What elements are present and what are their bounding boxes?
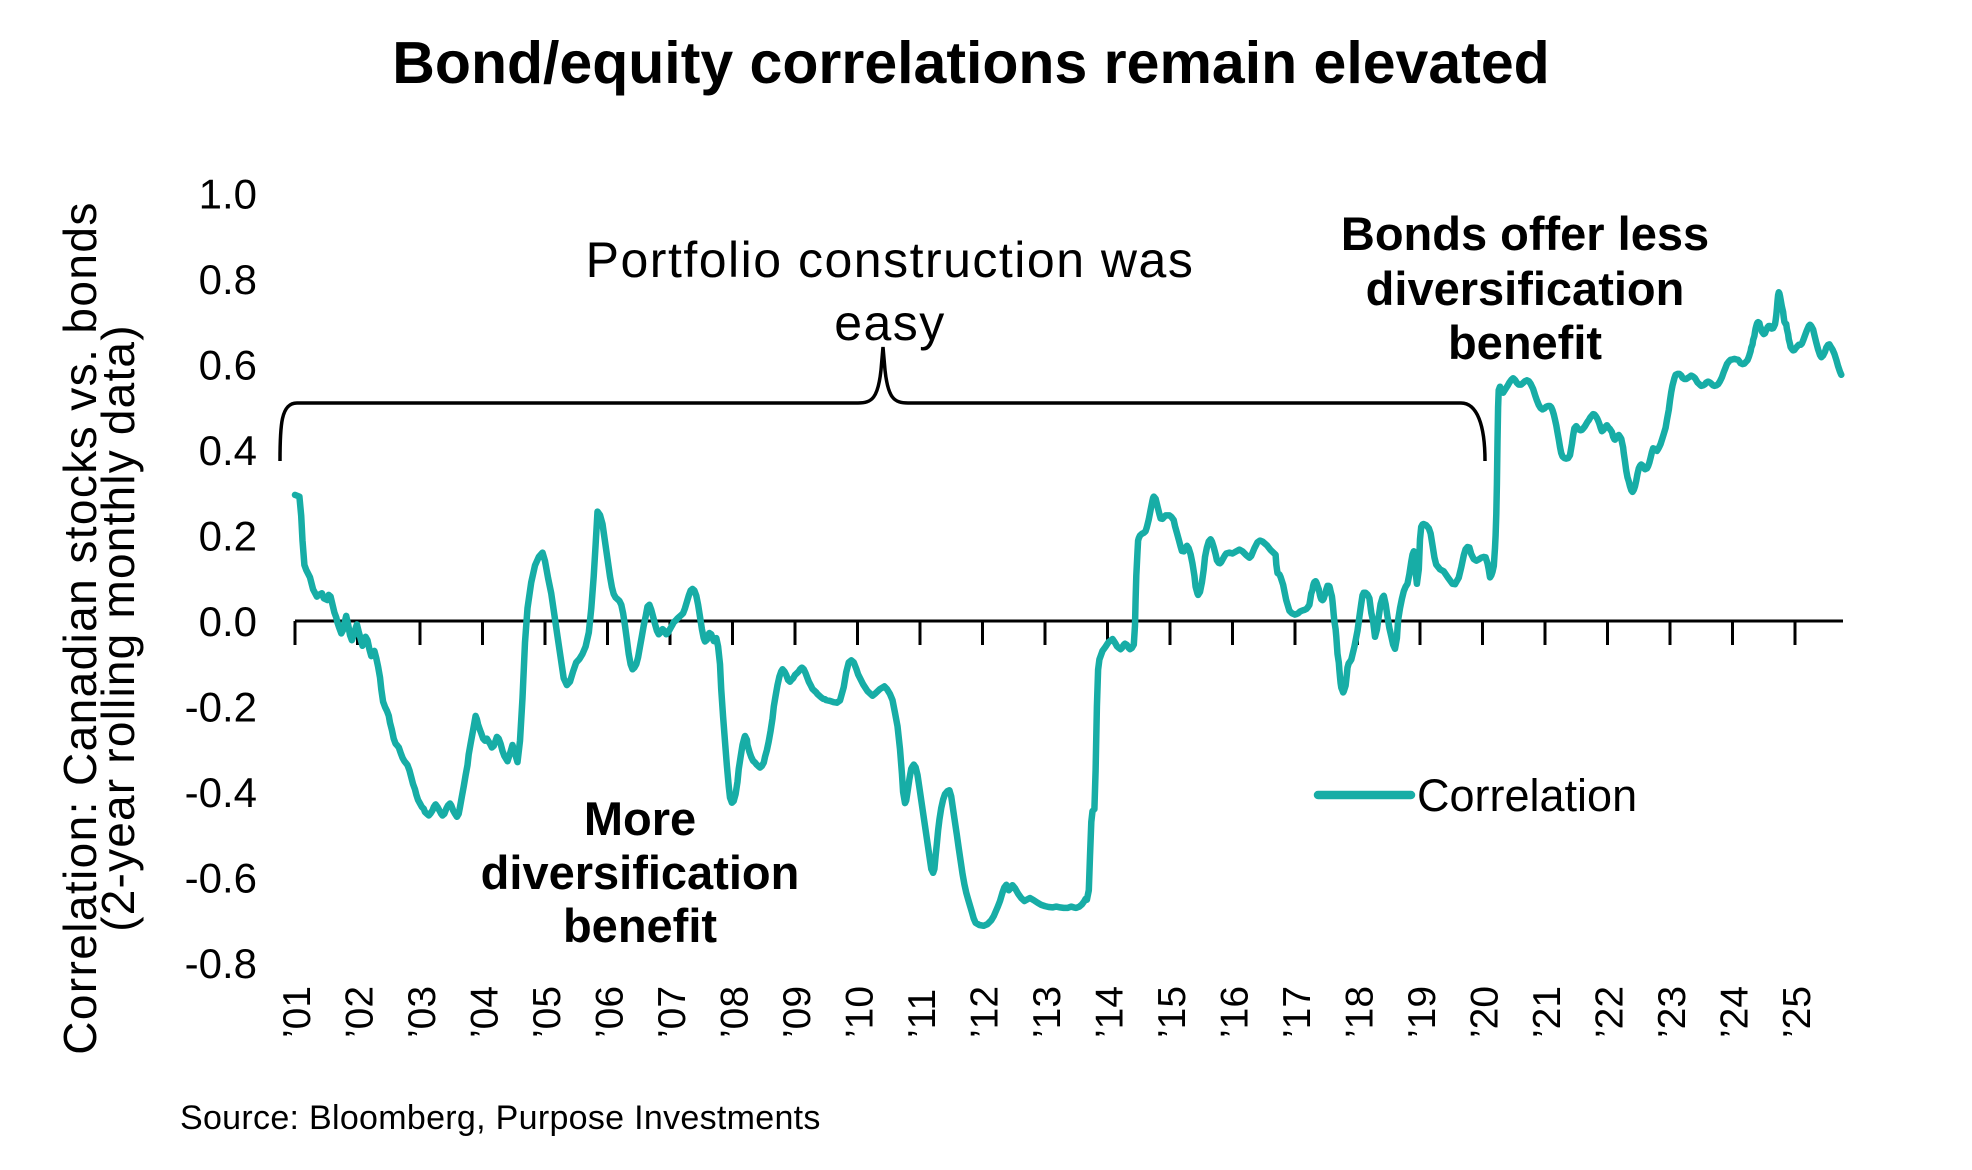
svg-text:Bonds offer less: Bonds offer less [1341, 207, 1709, 260]
svg-text:0.4: 0.4 [199, 427, 257, 474]
svg-text:’12: ’12 [964, 986, 1007, 1038]
svg-text:benefit: benefit [563, 899, 717, 952]
svg-text:’07: ’07 [651, 986, 694, 1038]
svg-text:’08: ’08 [714, 986, 757, 1038]
svg-text:’11: ’11 [901, 989, 944, 1038]
svg-text:’23: ’23 [1651, 986, 1694, 1038]
svg-text:’22: ’22 [1589, 986, 1632, 1038]
svg-text:’17: ’17 [1276, 986, 1319, 1038]
svg-text:’14: ’14 [1089, 986, 1132, 1038]
svg-text:1.0: 1.0 [199, 171, 257, 218]
svg-text:0.2: 0.2 [199, 513, 257, 560]
svg-text:’02: ’02 [339, 986, 382, 1038]
svg-text:’04: ’04 [464, 986, 507, 1038]
svg-text:’03: ’03 [401, 986, 444, 1038]
svg-text:-0.4: -0.4 [185, 769, 257, 816]
svg-text:0.8: 0.8 [199, 256, 257, 303]
svg-text:’21: ’21 [1526, 986, 1569, 1038]
svg-text:’09: ’09 [776, 986, 819, 1038]
svg-text:Correlation: Canadian stocks v: Correlation: Canadian stocks vs. bonds [54, 201, 106, 1055]
svg-text:diversification: diversification [1366, 262, 1685, 315]
svg-text:diversification: diversification [481, 846, 800, 899]
svg-text:-0.8: -0.8 [185, 940, 257, 987]
svg-text:Bond/equity correlations remai: Bond/equity correlations remain elevated [392, 30, 1549, 96]
svg-text:More: More [584, 792, 696, 845]
svg-text:-0.6: -0.6 [185, 855, 257, 902]
svg-text:’13: ’13 [1026, 986, 1069, 1038]
svg-text:’06: ’06 [589, 986, 632, 1038]
svg-text:’15: ’15 [1151, 986, 1194, 1038]
svg-text:0.6: 0.6 [199, 342, 257, 389]
svg-text:Portfolio construction was: Portfolio construction was [586, 232, 1195, 288]
svg-text:’25: ’25 [1776, 986, 1819, 1038]
svg-text:’16: ’16 [1214, 986, 1257, 1038]
svg-text:’19: ’19 [1401, 986, 1444, 1038]
svg-text:’05: ’05 [526, 986, 569, 1038]
svg-text:’18: ’18 [1339, 986, 1382, 1038]
svg-text:-0.2: -0.2 [185, 684, 257, 731]
svg-text:’01: ’01 [276, 986, 319, 1038]
svg-text:(2-year rolling monthly data): (2-year rolling monthly data) [92, 324, 144, 932]
svg-text:’10: ’10 [839, 986, 882, 1038]
svg-text:’24: ’24 [1714, 986, 1757, 1038]
svg-text:0.0: 0.0 [199, 598, 257, 645]
svg-text:’20: ’20 [1464, 986, 1507, 1038]
svg-text:benefit: benefit [1448, 316, 1602, 369]
svg-text:Correlation: Correlation [1417, 770, 1637, 821]
svg-text:easy: easy [834, 295, 946, 351]
svg-text:Source: Bloomberg, Purpose Inv: Source: Bloomberg, Purpose Investments [180, 1099, 821, 1137]
